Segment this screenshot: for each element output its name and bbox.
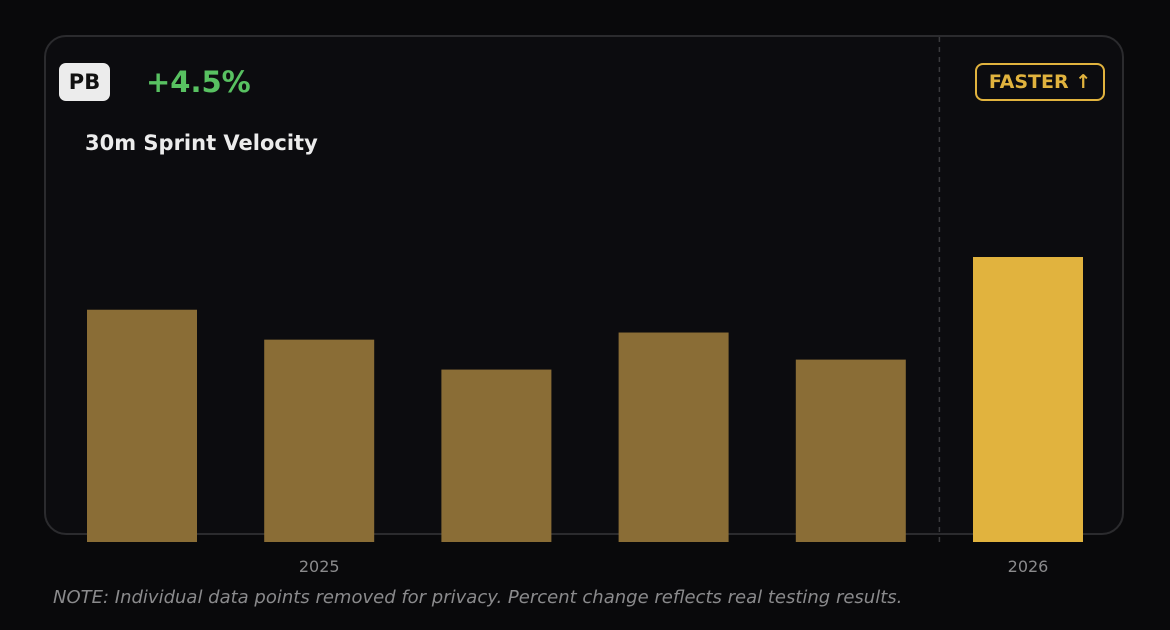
x-tick-label: 2025 [299, 557, 340, 576]
percent-change: +4.5% [146, 65, 251, 99]
pb-badge: PB [59, 63, 110, 101]
tick-labels-group: 2025 2026 [299, 557, 1049, 576]
faster-tag: FASTER ↑ [975, 63, 1105, 101]
bar-4 [618, 332, 729, 542]
privacy-note: NOTE: Individual data points removed for… [53, 587, 903, 608]
bar-3 [441, 369, 552, 542]
chart-card [44, 35, 1124, 535]
bars-group [87, 257, 1083, 542]
bar-current [973, 257, 1083, 542]
bar-5 [795, 359, 906, 542]
bar-2 [264, 339, 375, 542]
bar-1 [87, 309, 197, 542]
chart-title: 30m Sprint Velocity [85, 131, 318, 155]
x-tick-label: 2026 [1008, 557, 1049, 576]
